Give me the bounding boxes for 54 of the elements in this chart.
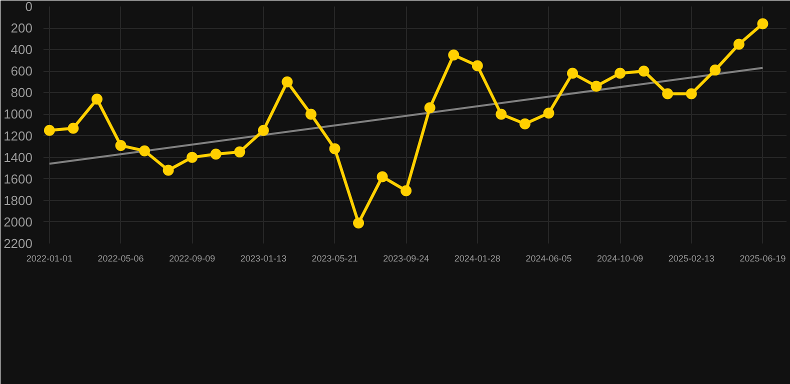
point — [210, 148, 222, 160]
y-tick-label: 1600 — [4, 171, 32, 186]
y-tick-label: 0 — [25, 0, 33, 14]
point — [44, 124, 55, 136]
point — [448, 49, 460, 60]
point — [282, 76, 293, 88]
point — [162, 164, 174, 176]
point — [614, 68, 626, 79]
x-tick-label: 2023-05-21 — [312, 254, 358, 264]
point — [68, 122, 79, 134]
x-tick-label: 2022-01-01 — [26, 254, 72, 264]
x-tick-label: 2022-09-09 — [169, 254, 216, 264]
y-tick-label: 1200 — [4, 128, 32, 144]
point — [686, 88, 697, 100]
point — [733, 38, 744, 50]
point — [400, 185, 412, 196]
point — [662, 88, 674, 100]
point — [710, 64, 721, 76]
x-tick-label: 2025-06-19 — [740, 254, 786, 264]
y-tick-label: 1800 — [4, 192, 32, 208]
x-tick-label: 2024-06-05 — [526, 254, 572, 264]
point — [567, 68, 578, 79]
point — [115, 140, 126, 151]
point — [258, 124, 269, 136]
y-tick-label: 200 — [10, 20, 33, 36]
point — [543, 108, 554, 119]
y-tick-label: 800 — [10, 85, 33, 100]
point — [424, 102, 436, 114]
point — [186, 152, 198, 163]
point — [472, 60, 483, 72]
y-tick-label: 1000 — [4, 106, 32, 122]
point — [757, 18, 768, 30]
point — [376, 171, 388, 182]
point — [353, 218, 364, 229]
point — [91, 94, 102, 105]
x-tick-label: 2023-09-24 — [383, 254, 430, 264]
y-tick-label: 400 — [10, 42, 33, 58]
y-tick-label: 2000 — [4, 214, 32, 230]
point — [329, 143, 340, 154]
x-tick-label: 2025-02-13 — [668, 254, 714, 264]
y-tick-label: 600 — [10, 64, 33, 79]
y-tick-label: 1400 — [4, 150, 32, 165]
y-tick-label: 2200 — [4, 236, 32, 251]
point — [305, 108, 316, 120]
x-tick-label: 2024-01-28 — [454, 254, 500, 264]
point — [590, 80, 602, 92]
point — [519, 118, 530, 130]
point — [234, 146, 246, 158]
point — [496, 108, 507, 120]
x-tick-label: 2024-10-09 — [597, 254, 644, 264]
x-tick-label: 2022-05-06 — [98, 254, 144, 264]
point — [638, 66, 650, 77]
point — [139, 145, 150, 156]
x-tick-label: 2023-01-13 — [240, 254, 286, 264]
